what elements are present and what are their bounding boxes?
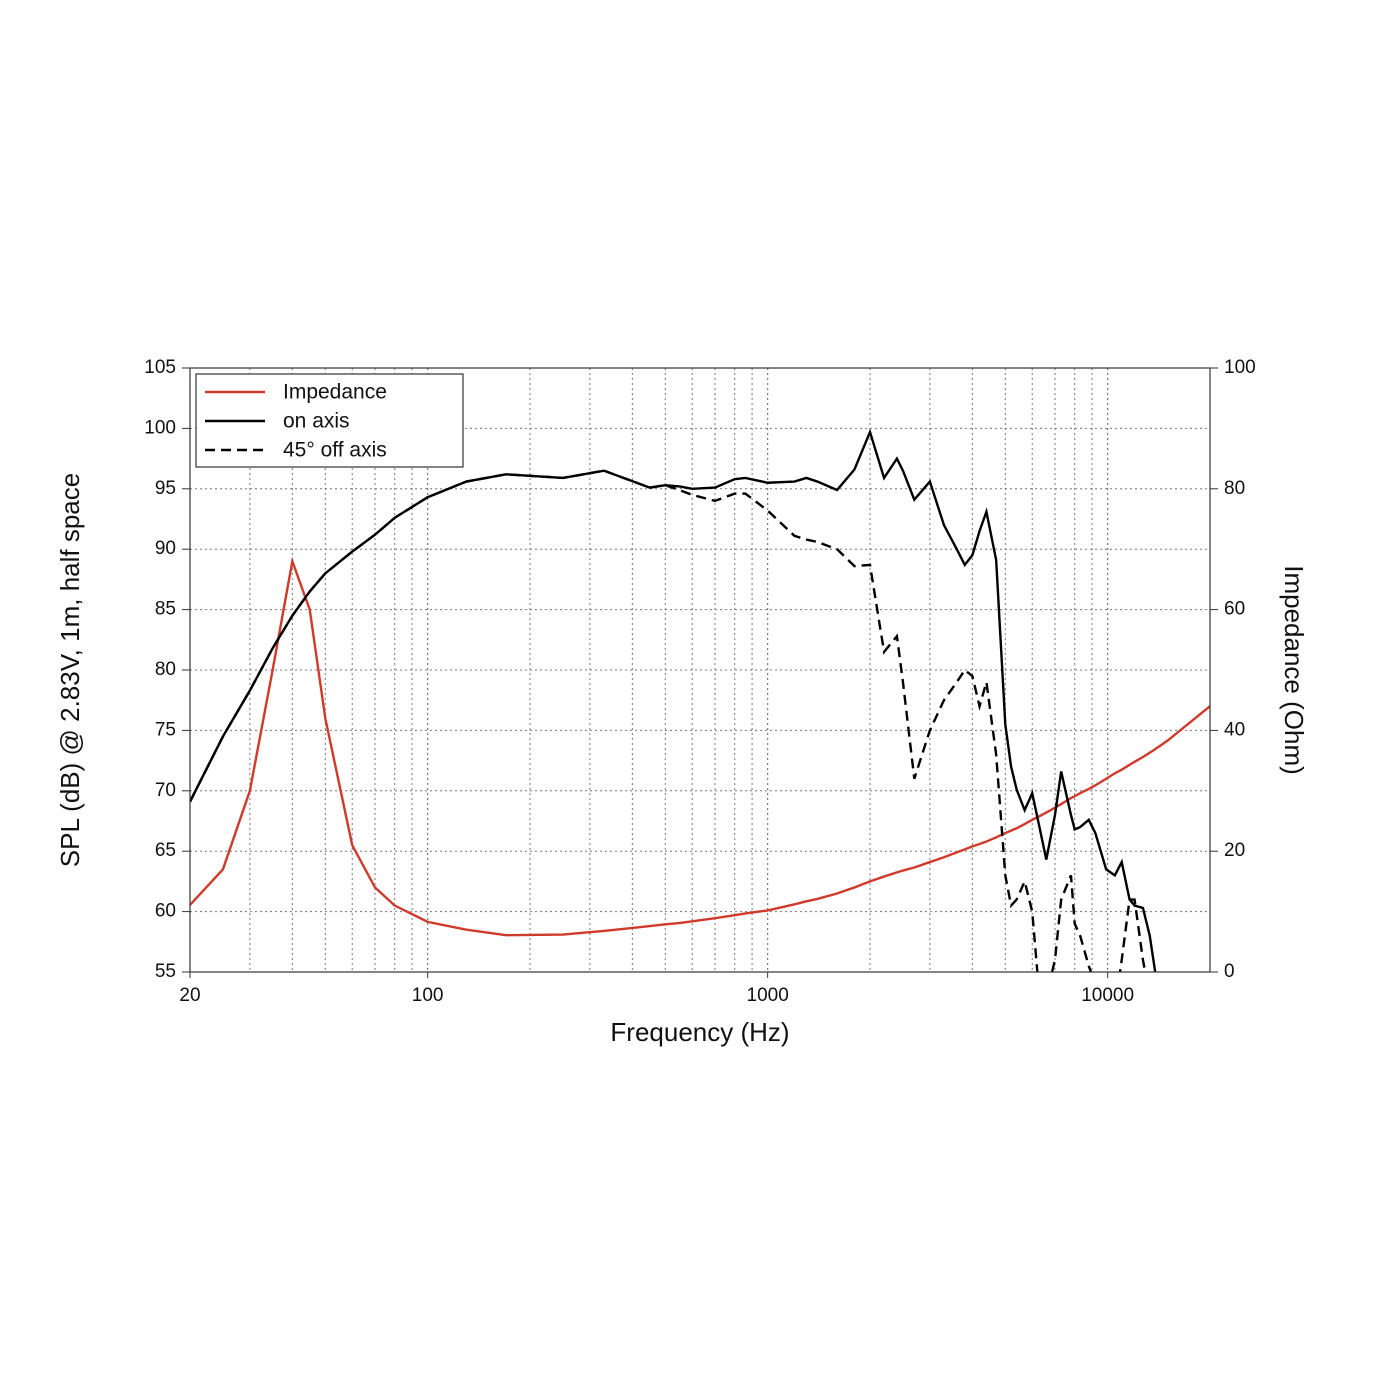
y-tick-label: 65 — [155, 840, 176, 861]
legend-label: Impedance — [283, 381, 387, 404]
y2-tick-label: 80 — [1224, 478, 1245, 499]
ticks: 20 100 1000 10000 55 60 65 70 75 80 85 90 95 100 105 0 2… — [144, 357, 1255, 1006]
plot-lines — [190, 428, 1210, 972]
y-tick-label: 95 — [155, 478, 176, 499]
y2-tick-label: 40 — [1224, 719, 1245, 740]
y-tick-label: 60 — [155, 901, 176, 922]
y-axis-title: SPL (dB) @ 2.83V, 1m, half space — [55, 473, 85, 867]
y2-axis-title: Impedance (Ohm) — [1279, 565, 1309, 775]
x-tick-label: 1000 — [747, 985, 789, 1006]
x-axis-title: Frequency (Hz) — [610, 1017, 789, 1047]
legend-label: 45° off axis — [283, 439, 387, 462]
y-tick-label: 70 — [155, 780, 176, 801]
y2-tick-label: 20 — [1224, 840, 1245, 861]
y2-tick-label: 60 — [1224, 599, 1245, 620]
y-tick-label: 90 — [155, 538, 176, 559]
y-tick-label: 55 — [155, 961, 176, 982]
y-tick-label: 80 — [155, 659, 176, 680]
x-tick-label: 100 — [412, 985, 444, 1006]
y2-tick-label: 100 — [1224, 357, 1256, 378]
y-tick-label: 105 — [144, 357, 176, 378]
series-line — [190, 469, 1147, 972]
x-tick-label: 20 — [179, 985, 200, 1006]
y-tick-label: 75 — [155, 719, 176, 740]
y-tick-label: 100 — [144, 417, 176, 438]
legend: Impedance on axis 45° off axis — [195, 373, 464, 468]
series-line — [190, 556, 1210, 937]
y-tick-label: 85 — [155, 599, 176, 620]
x-tick-label: 10000 — [1081, 985, 1134, 1006]
legend-label: on axis — [283, 410, 350, 433]
y2-tick-label: 0 — [1224, 961, 1235, 982]
